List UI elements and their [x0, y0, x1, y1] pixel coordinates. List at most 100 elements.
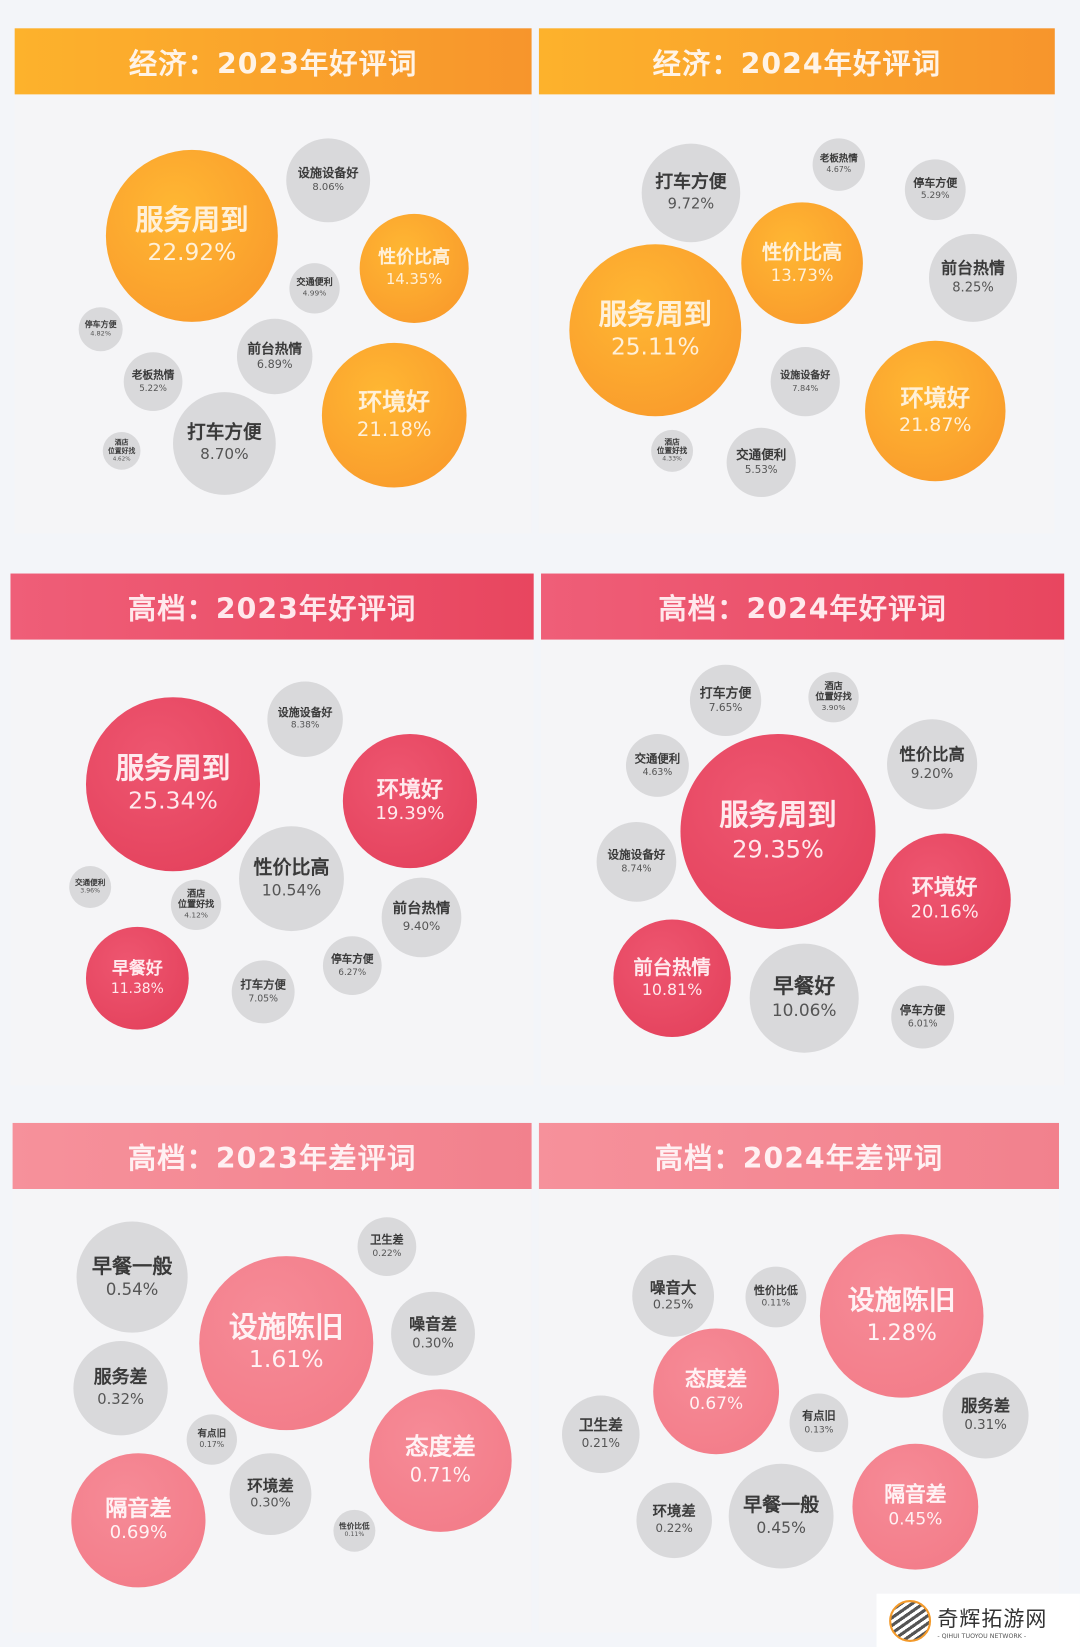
bubble-value: 0.71%: [409, 1464, 472, 1487]
bubble: 服务差 0.31%: [942, 1372, 1029, 1459]
bubble-label: 设施陈旧: [228, 1311, 344, 1344]
bubble: 酒店 位置好找 3.90%: [808, 672, 859, 723]
bubble-value: 1.28%: [866, 1319, 937, 1346]
bubble-value: 0.45%: [888, 1509, 943, 1529]
bubble: 设施陈旧 1.28%: [819, 1234, 984, 1398]
bubble: 前台热情 8.25%: [928, 233, 1018, 322]
bubble-label: 早餐一般: [91, 1253, 173, 1278]
bubble-label: 酒店 位置好找: [656, 437, 688, 456]
bubble-label: 服务周到: [135, 204, 249, 238]
bubble-label: 服务差: [93, 1367, 148, 1389]
bubble: 停车方便 5.29%: [904, 159, 966, 221]
bubble-value: 10.81%: [641, 980, 703, 1000]
bubble-value: 9.20%: [910, 765, 954, 782]
bubble: 早餐好 10.06%: [749, 943, 859, 1053]
bubble-value: 0.32%: [97, 1391, 144, 1408]
bubble: 服务周到 22.92%: [105, 149, 278, 322]
bubble-value: 0.21%: [581, 1435, 620, 1451]
bubble: 停车方便 6.27%: [322, 936, 382, 996]
bubble-label: 态度差: [405, 1433, 476, 1461]
bubble: 前台热情 9.40%: [381, 877, 462, 958]
bubble-value: 7.65%: [708, 702, 743, 715]
bubble: 性价比高 10.54%: [239, 826, 344, 932]
bubble-label: 前台热情: [633, 956, 711, 979]
bubble-value: 7.84%: [792, 383, 819, 393]
bubble: 服务周到 25.11%: [569, 244, 742, 417]
bubble-value: 7.05%: [248, 993, 278, 1005]
bubble: 前台热情 6.89%: [236, 318, 313, 395]
bubble-value: 10.06%: [771, 1000, 837, 1021]
bubble-value: 29.35%: [732, 836, 824, 864]
bubble-value: 0.13%: [804, 1424, 834, 1436]
bubble: 早餐好 11.38%: [85, 926, 189, 1030]
bubble: 打车方便 9.72%: [641, 143, 741, 243]
bubble: 早餐一般 0.45%: [728, 1463, 834, 1569]
bubble-label: 隔音差: [884, 1482, 947, 1507]
bubble-label: 态度差: [684, 1367, 748, 1392]
bubble-label: 性价比低: [753, 1284, 798, 1298]
bubble: 老板热情 4.67%: [812, 138, 866, 191]
bubble-label: 早餐好: [773, 974, 836, 999]
bubble: 交通便利 4.99%: [289, 263, 340, 314]
bubble-value: 0.11%: [761, 1297, 791, 1309]
bubble-value: 25.34%: [128, 787, 218, 816]
bubble-label: 性价比高: [253, 856, 330, 879]
bubble-value: 25.11%: [610, 333, 700, 362]
watermark-subtitle: - QIHUI TUOYOU NETWORK -: [937, 1631, 1027, 1640]
bubble-label: 早餐一般: [743, 1494, 820, 1517]
bubble: 设施陈旧 1.61%: [199, 1256, 374, 1431]
bubble-label: 性价比高: [378, 247, 451, 269]
bubble-value: 3.90%: [821, 702, 846, 713]
bubble-value: 5.22%: [139, 382, 167, 393]
bubble-value: 8.38%: [290, 720, 320, 731]
bubble-value: 8.25%: [952, 279, 994, 296]
bubble-value: 0.22%: [372, 1248, 402, 1259]
bubble: 交通便利 5.53%: [726, 427, 796, 497]
bubble-value: 22.92%: [147, 239, 237, 267]
bubble-value: 8.06%: [312, 181, 345, 193]
bubble: 设施设备好 8.06%: [286, 138, 371, 223]
bubble-label: 卫生差: [370, 1233, 404, 1247]
bubble-label: 打车方便: [655, 172, 727, 194]
bubble: 打车方便 8.70%: [173, 392, 276, 495]
bubble-value: 0.11%: [344, 1530, 365, 1539]
bubble-label: 交通便利: [74, 877, 106, 888]
chart-title: 高档：2023年差评词: [12, 1122, 532, 1189]
chart-title: 高档：2024年好评词: [541, 573, 1065, 640]
bubble-label: 老板热情: [819, 154, 858, 165]
bubble-label: 打车方便: [240, 978, 286, 992]
bubble-label: 服务周到: [115, 752, 231, 786]
bubble-value: 5.53%: [744, 464, 778, 476]
bubble: 停车方便 4.82%: [78, 307, 123, 352]
bubble-value: 6.27%: [338, 966, 367, 977]
bubble: 环境差 0.30%: [229, 1453, 312, 1536]
bubble-label: 服务周到: [598, 298, 713, 332]
bubble-value: 0.31%: [964, 1417, 1007, 1433]
chart-title: 经济：2023年好评词: [14, 28, 532, 95]
bubble-value: 21.87%: [899, 413, 972, 436]
bubble-label: 前台热情: [941, 259, 1005, 279]
bubble-label: 交通便利: [634, 751, 681, 766]
bubble-value: 4.99%: [302, 288, 327, 299]
bubble: 停车方便 6.01%: [891, 985, 955, 1049]
bubble: 有点旧 0.13%: [789, 1393, 849, 1453]
bubble-label: 环境好: [358, 388, 431, 417]
bubble-value: 13.73%: [770, 265, 834, 286]
bubble-value: 10.54%: [261, 880, 322, 900]
bubble-value: 4.82%: [90, 330, 112, 338]
bubble: 隔音差 0.45%: [852, 1443, 979, 1570]
bubble: 性价比高 13.73%: [741, 202, 863, 324]
bubble-value: 0.25%: [652, 1297, 694, 1313]
bubble: 环境差 0.22%: [636, 1482, 712, 1559]
bubble-label: 打车方便: [699, 686, 752, 701]
bubble: 卫生差 0.21%: [561, 1395, 640, 1474]
bubble: 性价比低 0.11%: [333, 1509, 376, 1552]
bubble-label: 老板热情: [131, 369, 175, 382]
watermark: 奇辉拓游网 - QIHUI TUOYOU NETWORK -: [876, 1593, 1080, 1647]
chart-title: 高档：2023年好评词: [10, 573, 534, 640]
bubble: 环境好 21.87%: [865, 340, 1006, 482]
bubble-label: 环境差: [247, 1476, 294, 1495]
bubble-value: 0.54%: [105, 1279, 159, 1300]
bubble: 服务差 0.32%: [73, 1341, 168, 1436]
bubble: 打车方便 7.05%: [231, 960, 295, 1024]
